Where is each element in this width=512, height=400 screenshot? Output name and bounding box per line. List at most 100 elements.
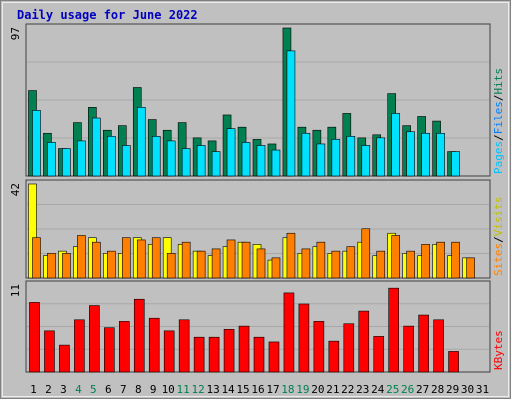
legend-kbytes: KBytes: [492, 330, 505, 370]
legend-separator: /: [492, 236, 505, 243]
day-label-20: 20: [311, 383, 324, 396]
chart-frame-inner: [2, 2, 509, 397]
bar-kbytes-day-9: [148, 317, 160, 373]
day-label-29: 29: [446, 383, 459, 396]
day-label-2: 2: [45, 383, 52, 396]
bar-kbytes-day-20: [313, 321, 325, 373]
day-label-9: 9: [150, 383, 157, 396]
bar-kbytes-day-4: [74, 319, 85, 373]
bar-sites-day-24: [376, 250, 386, 279]
bar-kbytes-day-29: [448, 351, 459, 373]
bar-kbytes-day-16: [253, 336, 265, 373]
bar-files-day-19: [301, 132, 311, 177]
day-label-8: 8: [135, 383, 142, 396]
day-label-17: 17: [266, 383, 279, 396]
day-label-25: 25: [386, 383, 399, 396]
bar-kbytes-day-12: [193, 336, 205, 373]
bar-kbytes-day-21: [328, 340, 340, 373]
axis-max-label: 97: [9, 27, 22, 40]
bar-sites-day-12: [196, 250, 206, 279]
bar-files-day-12: [196, 145, 206, 177]
axis-max-label: 11: [9, 284, 22, 297]
day-label-23: 23: [356, 383, 369, 396]
day-label-15: 15: [236, 383, 249, 396]
bar-files-day-25: [391, 113, 401, 177]
day-label-4: 4: [75, 383, 82, 396]
bar-kbytes-day-17: [268, 341, 280, 373]
bar-files-day-21: [331, 139, 341, 177]
day-label-30: 30: [461, 383, 474, 396]
bar-files-day-2: [47, 142, 56, 177]
bar-files-day-8: [136, 107, 146, 177]
bar-kbytes-day-19: [298, 303, 310, 373]
bar-sites-day-26: [406, 250, 415, 279]
bar-files-day-14: [226, 128, 236, 177]
panel-sites-visits: 42 Sites/Visits: [9, 179, 505, 279]
bar-sites-day-7: [121, 237, 131, 279]
day-label-1: 1: [30, 383, 37, 396]
bar-sites-day-3: [62, 253, 71, 279]
day-label-22: 22: [341, 383, 354, 396]
bar-files-day-27: [421, 132, 430, 177]
panel-legend: KBytes: [492, 330, 505, 370]
day-label-14: 14: [221, 383, 235, 396]
day-label-21: 21: [326, 383, 339, 396]
bar-sites-day-22: [346, 246, 356, 279]
legend-hits: Hits: [492, 68, 505, 95]
bar-kbytes-day-10: [163, 330, 175, 373]
bar-sites-day-8: [136, 239, 146, 279]
day-label-31: 31: [476, 383, 489, 396]
day-label-28: 28: [431, 383, 444, 396]
legend-visits: Visits: [492, 197, 505, 237]
bar-files-day-13: [211, 151, 221, 177]
bar-files-day-18: [286, 50, 296, 177]
panel-kbytes: 11 KBytes: [9, 280, 505, 373]
day-label-24: 24: [371, 383, 385, 396]
bar-sites-day-28: [436, 241, 445, 279]
legend-separator: /: [492, 95, 505, 102]
bar-kbytes-day-8: [133, 298, 145, 373]
bar-kbytes-day-1: [29, 302, 40, 373]
bar-sites-day-6: [107, 250, 116, 279]
day-label-19: 19: [296, 383, 309, 396]
day-label-10: 10: [162, 383, 175, 396]
bar-files-day-15: [241, 142, 251, 177]
bar-sites-day-2: [47, 253, 56, 279]
bar-sites-day-25: [391, 235, 401, 279]
bar-kbytes-day-3: [59, 344, 70, 373]
bar-kbytes-day-5: [89, 305, 100, 373]
day-label-11: 11: [177, 383, 190, 396]
bar-sites-day-11: [181, 241, 191, 279]
day-label-12: 12: [192, 383, 205, 396]
bar-files-day-16: [256, 145, 266, 177]
bar-files-day-1: [32, 110, 41, 177]
bar-files-day-3: [62, 148, 71, 177]
bar-files-day-28: [436, 132, 445, 177]
day-label-13: 13: [206, 383, 219, 396]
day-label-16: 16: [251, 383, 264, 396]
bar-kbytes-day-28: [433, 319, 444, 373]
day-label-5: 5: [90, 383, 97, 396]
bar-kbytes-day-13: [208, 336, 220, 373]
bar-files-day-22: [346, 136, 356, 177]
bar-files-day-20: [316, 143, 326, 177]
bar-files-day-4: [77, 140, 86, 177]
bar-kbytes-day-23: [358, 310, 370, 373]
chart-title: Daily usage for June 2022: [17, 8, 198, 22]
bar-files-day-26: [406, 131, 415, 177]
bar-kbytes-day-6: [104, 327, 115, 373]
bar-files-day-23: [361, 145, 371, 177]
day-label-26: 26: [401, 383, 414, 396]
bar-sites-day-17: [271, 257, 281, 279]
legend-separator: /: [492, 134, 505, 141]
day-label-27: 27: [416, 383, 429, 396]
bar-files-day-17: [271, 149, 281, 177]
bar-sites-day-27: [421, 244, 430, 279]
bar-files-day-6: [107, 136, 116, 177]
legend-files: Files: [492, 101, 505, 134]
bar-kbytes-day-18: [283, 292, 295, 373]
day-label-18: 18: [281, 383, 294, 396]
bar-kbytes-day-2: [44, 330, 55, 373]
